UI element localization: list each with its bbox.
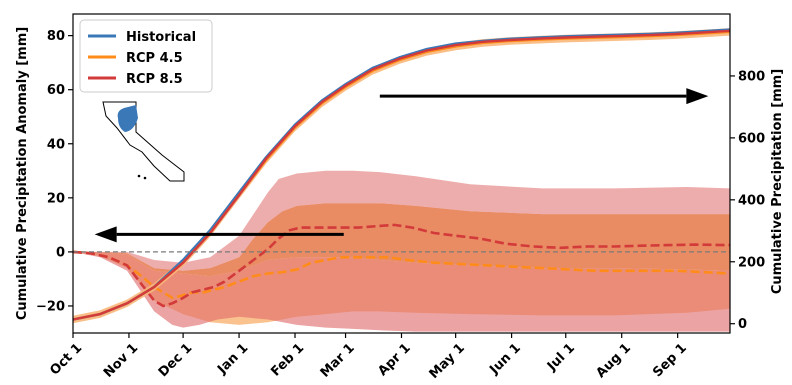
x-tick-label: Dec 1 <box>156 341 196 381</box>
x-tick-label: Jan 1 <box>214 341 251 378</box>
right-tick-label: 200 <box>738 255 765 270</box>
arrow-head-1 <box>94 226 117 243</box>
axis-arrows <box>94 88 709 243</box>
legend-box <box>79 19 213 93</box>
band-rcp-8-5-upper- <box>73 170 730 271</box>
x-tick-label: Sep 1 <box>650 341 690 381</box>
x-tick-label: Nov 1 <box>101 341 141 381</box>
left-y-axis: −20 0 20 40 60 80 <box>36 29 73 314</box>
right-tick-label: 800 <box>738 69 765 84</box>
x-tick-label: Oct 1 <box>47 341 85 379</box>
x-tick-label: Jun 1 <box>486 341 523 378</box>
left-tick-label: 20 <box>47 191 65 206</box>
x-tick-label: Apr 1 <box>375 341 413 379</box>
left-tick-label: 0 <box>56 245 65 260</box>
x-tick-label: Jul 1 <box>544 341 578 375</box>
x-tick-label: Mar 1 <box>318 341 358 381</box>
legend-label: RCP 4.5 <box>126 51 183 66</box>
island-dot <box>143 176 147 180</box>
x-tick-label: Feb 1 <box>268 341 307 380</box>
right-tick-label: 0 <box>738 317 747 332</box>
right-y-axis: 0 200 400 600 800 <box>730 69 765 332</box>
right-tick-label: 400 <box>738 193 765 208</box>
left-tick-label: 60 <box>47 83 65 98</box>
watershed-region <box>117 105 138 132</box>
anomaly-line-rcp-4-5 <box>72 250 731 300</box>
x-tick-label: Aug 1 <box>594 341 634 381</box>
left-tick-label: −20 <box>36 299 65 314</box>
legend: Historical RCP 4.5 RCP 8.5 <box>79 19 213 93</box>
x-axis: Oct 1 Nov 1 Dec 1 Jan 1 Feb 1 Mar 1 Apr 1 May 1… <box>47 333 690 382</box>
anomaly-line-rcp-8-5 <box>72 223 731 308</box>
band-rcp-8-5-lower- <box>73 251 730 332</box>
right-tick-label: 600 <box>738 131 765 146</box>
legend-label: RCP 8.5 <box>126 72 183 87</box>
legend-label: Historical <box>126 30 196 45</box>
cumulative-lines <box>72 28 731 324</box>
x-tick-label: May 1 <box>427 341 468 382</box>
left-axis-title: Cumulative Precipitation Anomaly [mm] <box>15 27 30 320</box>
cumulative-spread-band <box>73 28 730 324</box>
right-axis-title: Cumulative Precipitation [mm] <box>770 69 785 294</box>
band-overlap <box>73 203 730 277</box>
california-map-icon <box>102 101 185 182</box>
left-tick-label: 40 <box>47 137 65 152</box>
left-tick-label: 80 <box>47 29 65 44</box>
anomaly-lines <box>72 223 731 308</box>
arrow-head-2 <box>686 88 709 105</box>
uncertainty-bands <box>73 170 730 332</box>
cumulative-line-rcp-8-5 <box>72 29 731 321</box>
island-dot <box>137 174 141 178</box>
california-outline <box>102 101 185 182</box>
